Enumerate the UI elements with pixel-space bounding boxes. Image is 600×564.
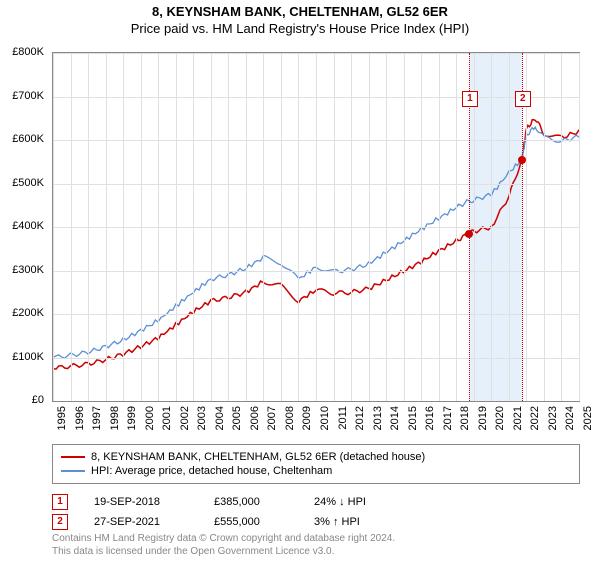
transaction-marker-2: 2 xyxy=(515,91,531,107)
y-tick-label: £400K xyxy=(0,220,44,232)
x-tick-label: 2003 xyxy=(196,406,208,430)
transaction-row: 2 27-SEP-2021£555,0003% ↑ HPI xyxy=(52,514,580,530)
x-tick-label: 1996 xyxy=(74,406,86,430)
transaction-marker-1: 1 xyxy=(462,91,478,107)
x-tick-label: 2025 xyxy=(582,406,594,430)
legend-item: HPI: Average price, detached house, Chel… xyxy=(61,465,571,477)
y-tick-label: £0 xyxy=(0,394,44,406)
transaction-pct: 3% ↑ HPI xyxy=(314,516,434,528)
transaction-row: 1 19-SEP-2018£385,00024% ↓ HPI xyxy=(52,494,580,510)
y-tick-label: £500K xyxy=(0,177,44,189)
legend-label: HPI: Average price, detached house, Chel… xyxy=(91,465,332,477)
x-tick-label: 2013 xyxy=(372,406,384,430)
legend-swatch xyxy=(61,456,85,458)
chart-subtitle: Price paid vs. HM Land Registry's House … xyxy=(0,21,600,36)
footer-line2: This data is licensed under the Open Gov… xyxy=(52,546,580,559)
transaction-price: £555,000 xyxy=(214,516,314,528)
x-tick-label: 2015 xyxy=(407,406,419,430)
x-tick-label: 2017 xyxy=(442,406,454,430)
x-tick-label: 2020 xyxy=(494,406,506,430)
y-tick-label: £300K xyxy=(0,264,44,276)
legend-item: 8, KEYNSHAM BANK, CHELTENHAM, GL52 6ER (… xyxy=(61,451,571,463)
x-tick-label: 2014 xyxy=(389,406,401,430)
x-tick-label: 2009 xyxy=(301,406,313,430)
legend: 8, KEYNSHAM BANK, CHELTENHAM, GL52 6ER (… xyxy=(52,444,580,484)
x-tick-label: 2001 xyxy=(161,406,173,430)
legend-swatch xyxy=(61,470,85,472)
y-tick-label: £600K xyxy=(0,133,44,145)
x-tick-label: 1998 xyxy=(109,406,121,430)
transaction-pct: 24% ↓ HPI xyxy=(314,496,434,508)
x-tick-label: 1997 xyxy=(91,406,103,430)
transaction-marker-icon: 2 xyxy=(52,514,68,530)
y-axis: £0£100K£200K£300K£400K£500K£600K£700K£80… xyxy=(0,52,48,402)
x-tick-label: 2011 xyxy=(337,406,349,430)
x-tick-label: 2021 xyxy=(512,406,524,430)
y-tick-label: £800K xyxy=(0,46,44,58)
y-tick-label: £100K xyxy=(0,351,44,363)
x-tick-label: 2016 xyxy=(424,406,436,430)
y-tick-label: £700K xyxy=(0,90,44,102)
y-tick-label: £200K xyxy=(0,307,44,319)
footer-line1: Contains HM Land Registry data © Crown c… xyxy=(52,533,580,546)
footer-attribution: Contains HM Land Registry data © Crown c… xyxy=(52,533,580,558)
x-tick-label: 2004 xyxy=(214,406,226,430)
x-tick-label: 2007 xyxy=(266,406,278,430)
x-tick-label: 2019 xyxy=(477,406,489,430)
x-tick-label: 2022 xyxy=(529,406,541,430)
x-tick-label: 2018 xyxy=(459,406,471,430)
x-tick-label: 2005 xyxy=(231,406,243,430)
x-tick-label: 2024 xyxy=(564,406,576,430)
legend-label: 8, KEYNSHAM BANK, CHELTENHAM, GL52 6ER (… xyxy=(91,451,425,463)
transaction-date: 27-SEP-2021 xyxy=(94,516,214,528)
transaction-table: 1 19-SEP-2018£385,00024% ↓ HPI 2 27-SEP-202… xyxy=(52,490,580,534)
transaction-marker-icon: 1 xyxy=(52,494,68,510)
x-tick-label: 2000 xyxy=(144,406,156,430)
x-tick-label: 1999 xyxy=(126,406,138,430)
x-tick-label: 2012 xyxy=(354,406,366,430)
plot-area: 12 xyxy=(52,52,580,402)
transaction-date: 19-SEP-2018 xyxy=(94,496,214,508)
x-axis: 1995 1996 1997 1998 1999 2000 2001 2002 2003 2004… xyxy=(52,402,580,442)
x-tick-label: 2010 xyxy=(319,406,331,430)
data-point xyxy=(465,230,473,238)
x-tick-label: 2008 xyxy=(284,406,296,430)
data-point xyxy=(518,156,526,164)
x-tick-label: 2002 xyxy=(179,406,191,430)
chart-title: 8, KEYNSHAM BANK, CHELTENHAM, GL52 6ER xyxy=(0,4,600,19)
x-tick-label: 2023 xyxy=(547,406,559,430)
x-tick-label: 1995 xyxy=(56,406,68,430)
transaction-price: £385,000 xyxy=(214,496,314,508)
x-tick-label: 2006 xyxy=(249,406,261,430)
